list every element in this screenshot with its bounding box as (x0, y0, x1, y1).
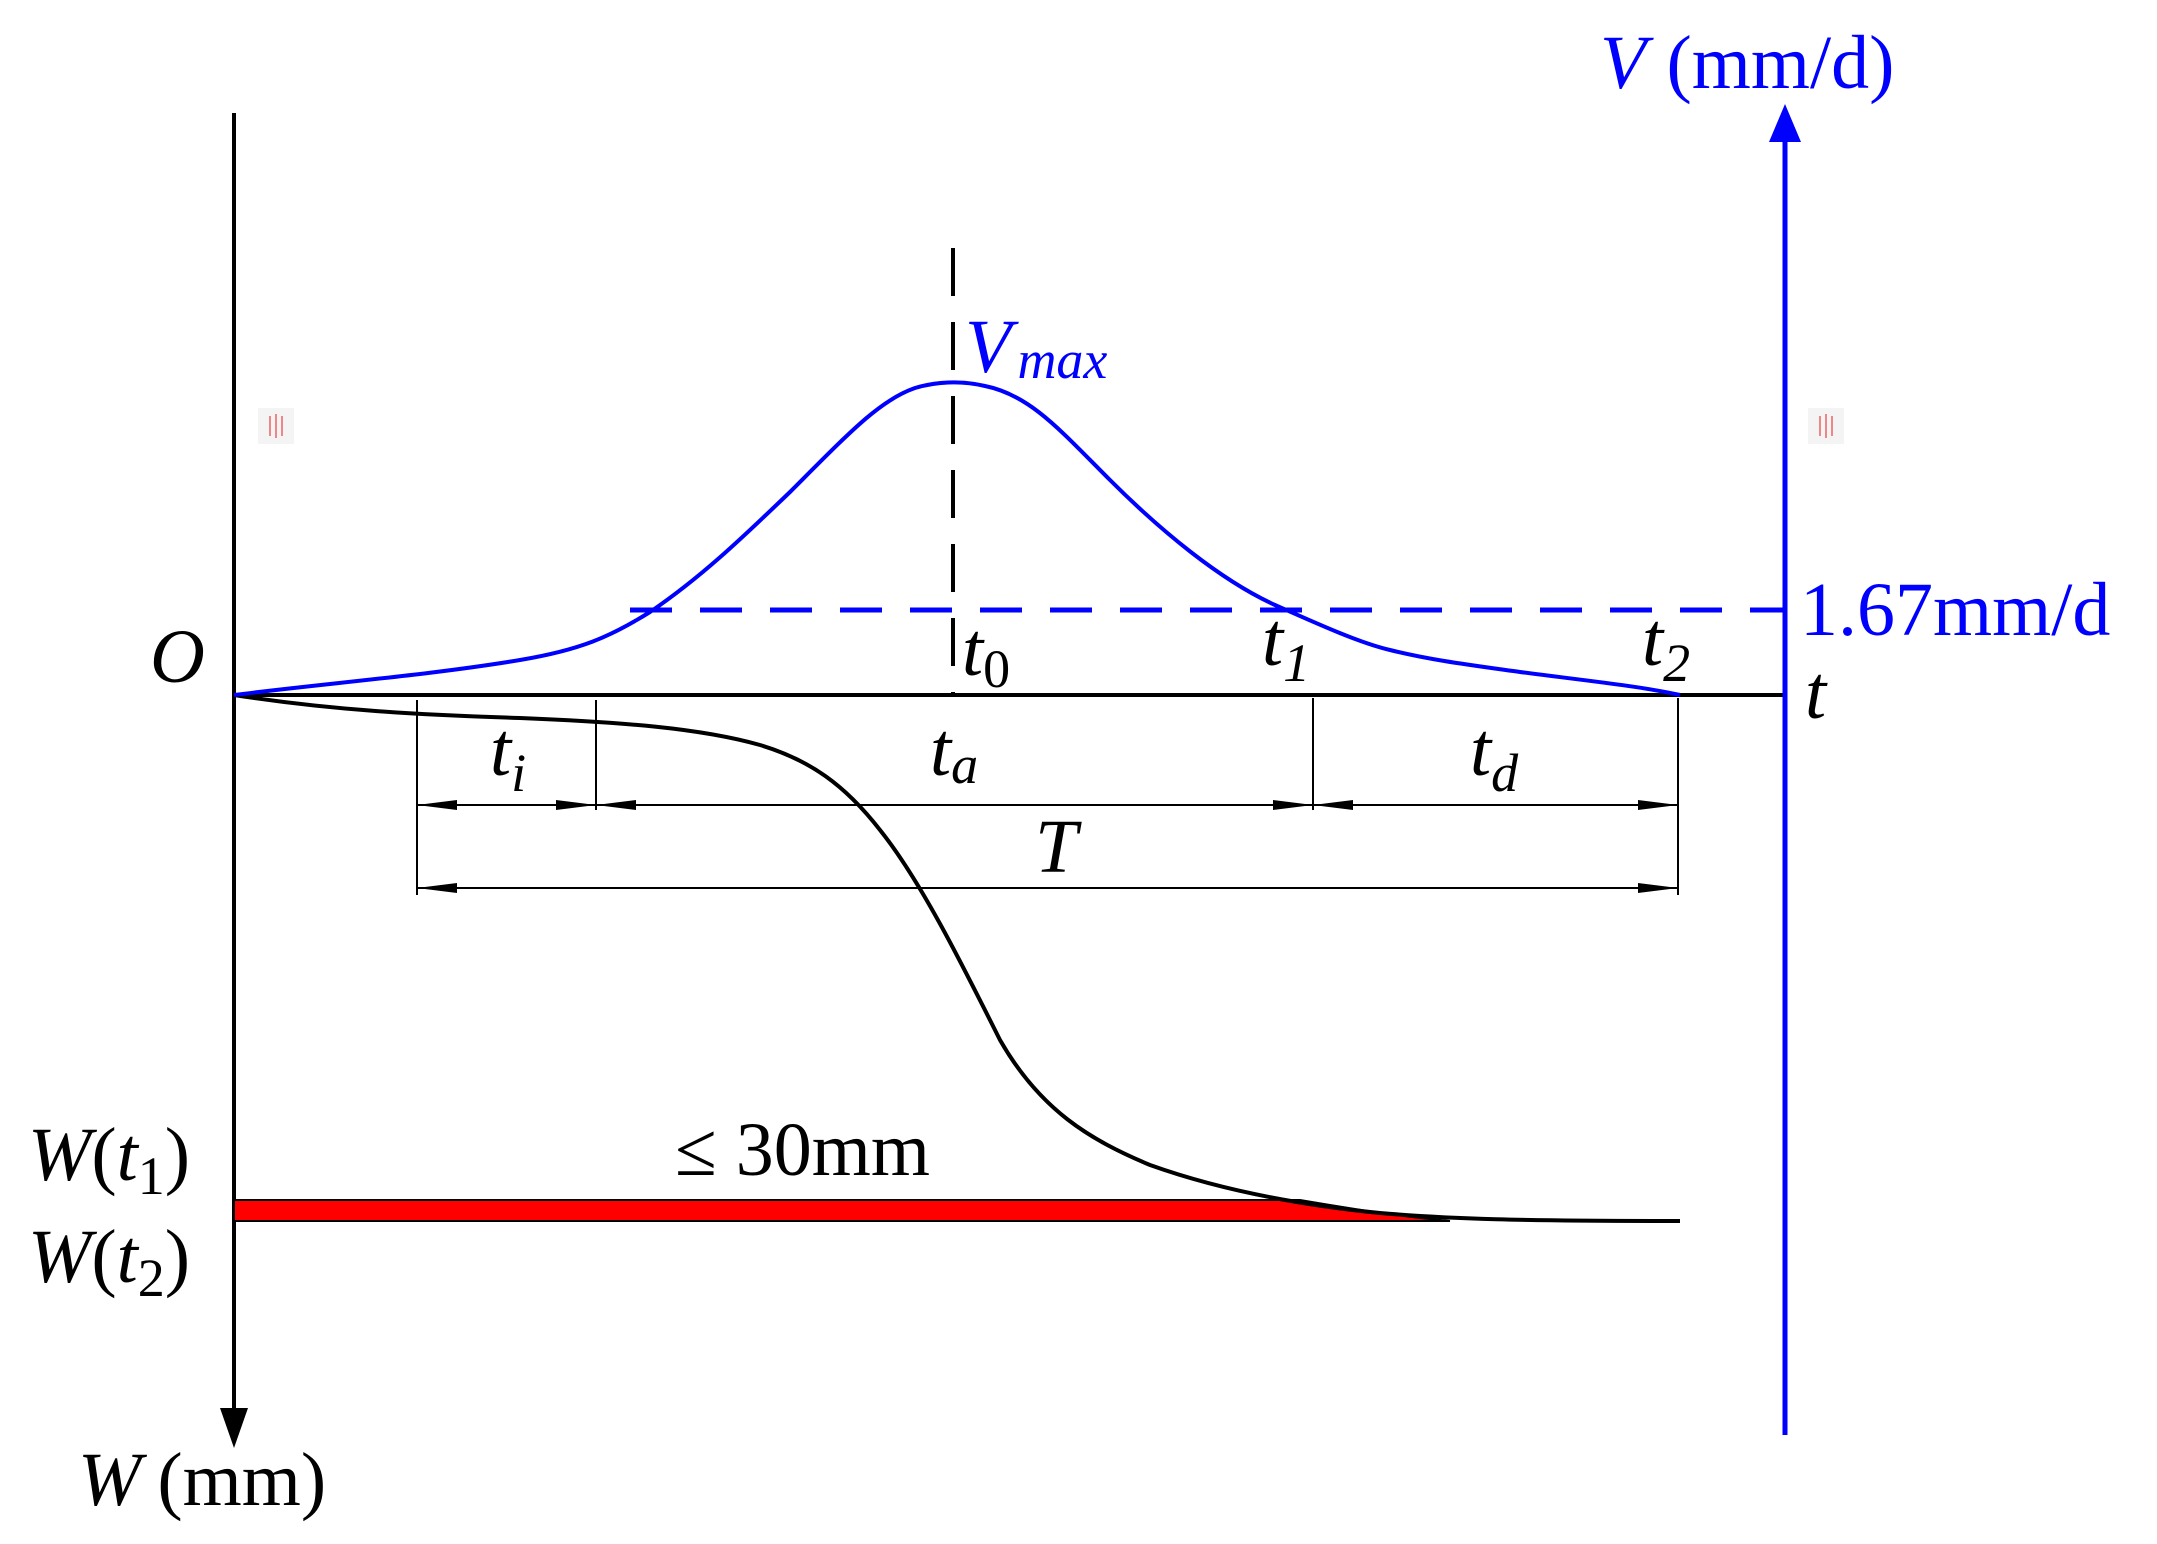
left-marker-icon (258, 408, 294, 444)
w-t2-label: W(t2) (28, 1215, 190, 1308)
velocity-curve (233, 380, 1681, 697)
ta-label: ta (930, 708, 978, 795)
accumulated-displacement-band (233, 1199, 1451, 1222)
t2-label: t2 (1642, 598, 1690, 693)
t1-label: t1 (1262, 598, 1310, 693)
t-axis-label: t (1805, 651, 1828, 735)
w-t1-label: W(t1) (28, 1113, 190, 1206)
origin-label: O (150, 615, 205, 699)
td-label: td (1470, 708, 1519, 803)
T-label: T (1035, 805, 1082, 889)
w-axis-title: W (mm) (78, 1438, 326, 1522)
right-marker-icon (1808, 408, 1844, 444)
displacement-threshold-label: ≤ 30mm (675, 1108, 930, 1192)
v-axis-title: V (mm/d) (1600, 21, 1894, 105)
w-axis-arrowhead (220, 1408, 248, 1448)
t0-label: t0 (962, 608, 1010, 699)
velocity-threshold-label: 1.67mm/d (1800, 568, 2110, 652)
displacement-curve (233, 693, 1681, 1223)
ti-label: ti (490, 708, 526, 803)
v-axis-arrowhead (1769, 104, 1801, 142)
